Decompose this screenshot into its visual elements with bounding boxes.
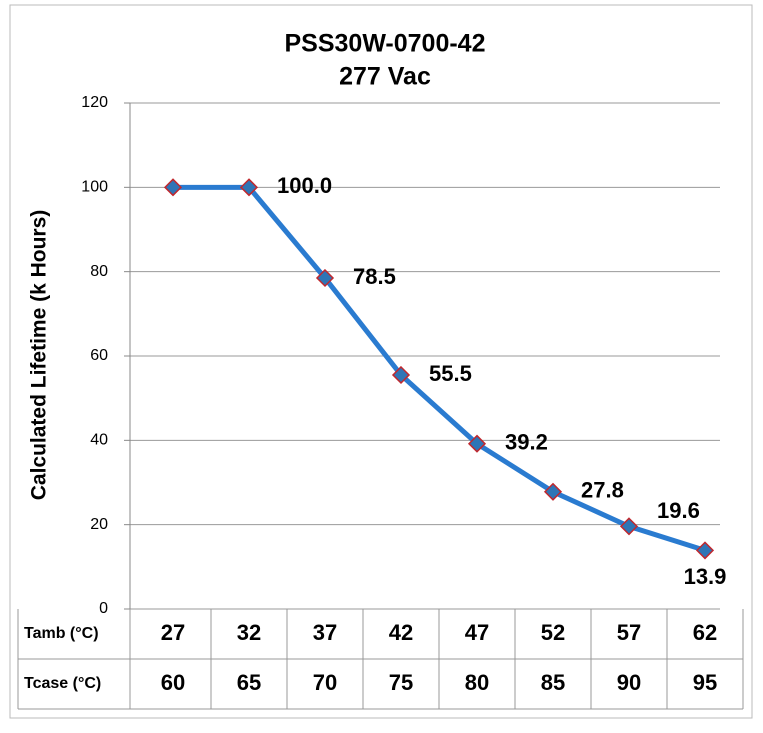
table-cell: 60 (161, 670, 185, 695)
table-cell: 75 (389, 670, 413, 695)
table-cell: 80 (465, 670, 489, 695)
table-cell: 90 (617, 670, 641, 695)
table-cell: 27 (161, 620, 185, 645)
y-tick-label: 120 (81, 94, 108, 111)
value-label: 13.9 (684, 564, 727, 589)
table-cell: 37 (313, 620, 337, 645)
y-tick-label: 40 (90, 432, 108, 449)
marker (315, 268, 335, 288)
marker (695, 541, 715, 560)
table-cell: 47 (465, 620, 489, 645)
table-cell: 62 (693, 620, 717, 645)
y-tick-label: 100 (81, 179, 108, 196)
table-cell: 95 (693, 670, 717, 695)
marker (391, 365, 411, 385)
row-label: Tcase (°C) (24, 675, 101, 692)
marker (619, 517, 639, 536)
value-label: 39.2 (505, 430, 548, 455)
table-cell: 85 (541, 670, 565, 695)
table-cell: 57 (617, 620, 641, 645)
chart-border (9, 4, 753, 719)
marker (163, 178, 183, 197)
value-label: 19.6 (657, 498, 700, 523)
y-tick-label: 0 (99, 600, 108, 617)
y-tick-label: 20 (90, 516, 108, 533)
y-axis-label: Calculated Lifetime (k Hours) (28, 210, 51, 501)
table-cell: 32 (237, 620, 261, 645)
value-label: 27.8 (581, 478, 624, 503)
value-label: 55.5 (429, 361, 472, 386)
table-cell: 70 (313, 670, 337, 695)
marker (467, 434, 487, 453)
chart-subtitle: 277 Vac (339, 63, 431, 91)
marker (543, 482, 563, 501)
y-tick-label: 80 (90, 263, 108, 280)
marker (239, 178, 259, 197)
value-label: 100.0 (277, 173, 332, 198)
chart-title: PSS30W-0700-42 (284, 30, 485, 58)
line (173, 184, 706, 553)
table-cell: 65 (237, 670, 261, 695)
y-tick-label: 60 (90, 347, 108, 364)
table-cell: 52 (541, 620, 565, 645)
value-label: 78.5 (353, 264, 396, 289)
row-label: Tamb (°C) (24, 625, 99, 642)
table-cell: 42 (389, 620, 413, 645)
